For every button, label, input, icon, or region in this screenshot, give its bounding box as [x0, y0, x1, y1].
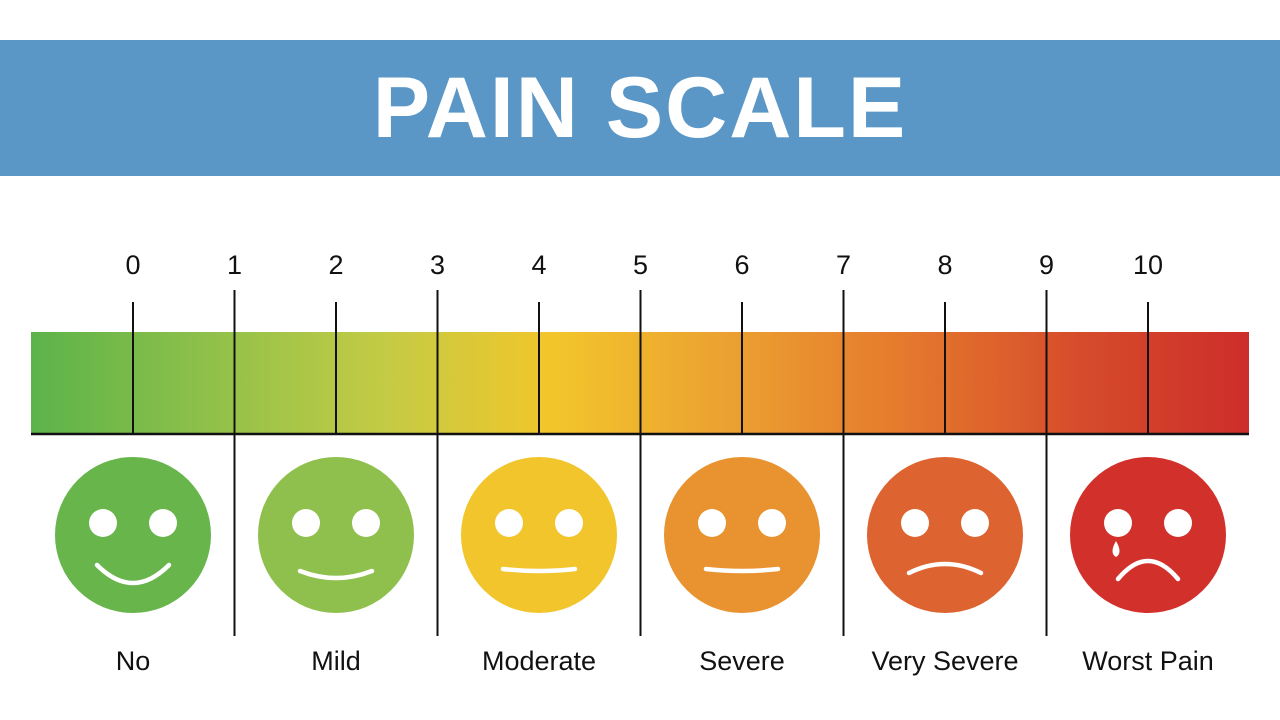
tick-label-5: 5: [633, 250, 648, 280]
tick-label-9: 9: [1039, 250, 1054, 280]
tick-label-2: 2: [328, 250, 343, 280]
face-label-3: Severe: [699, 646, 785, 676]
tick-label-4: 4: [531, 250, 546, 280]
title-banner: PAIN SCALE: [0, 40, 1280, 176]
face-label-0: No: [116, 646, 151, 676]
slight-smile-face-icon: [258, 457, 414, 613]
crying-face-icon: [1070, 457, 1226, 613]
tick-label-7: 7: [836, 250, 851, 280]
tick-label-3: 3: [430, 250, 445, 280]
tick-label-0: 0: [125, 250, 140, 280]
tick-label-10: 10: [1133, 250, 1163, 280]
neutral-face-icon: [461, 457, 617, 613]
face-label-1: Mild: [311, 646, 361, 676]
face-label-5: Worst Pain: [1082, 646, 1214, 676]
page-title: PAIN SCALE: [372, 60, 908, 156]
flat-mouth-face-icon: [664, 457, 820, 613]
tick-label-6: 6: [734, 250, 749, 280]
tear-icon: [1112, 541, 1120, 557]
face-label-4: Very Severe: [871, 646, 1018, 676]
face-label-2: Moderate: [482, 646, 596, 676]
frowning-face-icon: [867, 457, 1023, 613]
tick-label-1: 1: [227, 250, 242, 280]
tick-label-8: 8: [937, 250, 952, 280]
smiling-face-icon: [55, 457, 211, 613]
